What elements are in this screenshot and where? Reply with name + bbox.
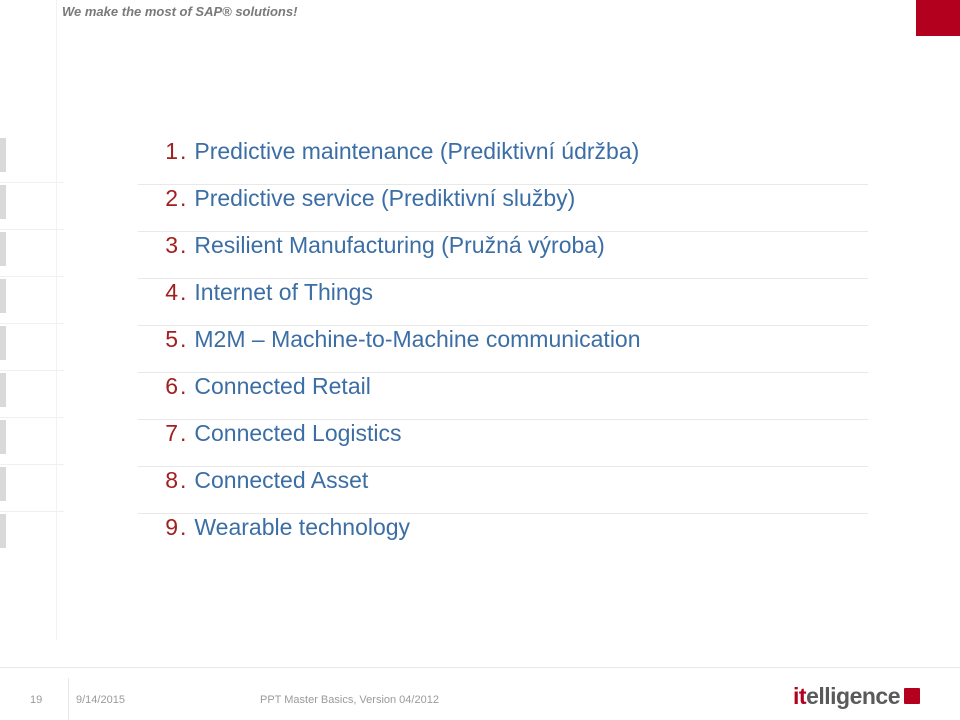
list-item: 4. Internet of Things [138, 279, 868, 326]
item-number: 2 [138, 185, 178, 212]
rail-block [0, 373, 6, 407]
item-number: 6 [138, 373, 178, 400]
item-dot: . [180, 138, 186, 165]
item-label: Connected Logistics [194, 420, 401, 447]
item-label: Connected Retail [194, 373, 370, 400]
rail-hline [0, 229, 64, 230]
footer-bar: 19 9/14/2015 PPT Master Basics, Version … [0, 662, 960, 720]
itelligence-logo: itelligence [793, 683, 920, 710]
list-item: 9. Wearable technology [138, 514, 868, 561]
item-label: Wearable technology [194, 514, 410, 541]
rail-block [0, 514, 6, 548]
item-number: 9 [138, 514, 178, 541]
slide-page: We make the most of SAP® solutions! 1. P… [0, 0, 960, 720]
item-dot: . [180, 373, 186, 400]
rail-block [0, 467, 6, 501]
item-number: 8 [138, 467, 178, 494]
item-number: 3 [138, 232, 178, 259]
item-dot: . [180, 514, 186, 541]
logo-part1: it [793, 683, 806, 710]
left-rail-decoration [0, 0, 50, 720]
rail-hline [0, 370, 64, 371]
item-dot: . [180, 420, 186, 447]
list-item: 1. Predictive maintenance (Prediktivní ú… [138, 138, 868, 185]
list-item: 3. Resilient Manufacturing (Pružná výrob… [138, 232, 868, 279]
item-label: Predictive maintenance (Prediktivní údrž… [194, 138, 639, 165]
item-dot: . [180, 185, 186, 212]
item-dot: . [180, 467, 186, 494]
item-number: 7 [138, 420, 178, 447]
item-number: 4 [138, 279, 178, 306]
item-label: M2M – Machine-to-Machine communication [194, 326, 640, 353]
footer-divider [0, 667, 960, 668]
item-dot: . [180, 232, 186, 259]
numbered-list: 1. Predictive maintenance (Prediktivní ú… [138, 138, 868, 561]
rail-block [0, 138, 6, 172]
rail-block [0, 185, 6, 219]
tagline-text: We make the most of SAP® solutions! [62, 4, 297, 19]
footer-vertical-divider [68, 678, 69, 720]
footer-date: 9/14/2015 [76, 694, 125, 706]
rail-hline [0, 276, 64, 277]
item-label: Predictive service (Prediktivní služby) [194, 185, 575, 212]
rail-hline [0, 464, 64, 465]
rail-hline [0, 511, 64, 512]
item-dot: . [180, 326, 186, 353]
logo-part2: elligence [806, 683, 900, 710]
red-corner-tab [916, 0, 960, 36]
rail-hline [0, 182, 64, 183]
rail-block [0, 279, 6, 313]
list-item: 5. M2M – Machine-to-Machine communicatio… [138, 326, 868, 373]
item-label: Connected Asset [194, 467, 368, 494]
rail-hline [0, 323, 64, 324]
list-item: 6. Connected Retail [138, 373, 868, 420]
list-item: 8. Connected Asset [138, 467, 868, 514]
item-label: Internet of Things [194, 279, 373, 306]
rail-block [0, 326, 6, 360]
rail-block [0, 420, 6, 454]
list-item: 2. Predictive service (Prediktivní služb… [138, 185, 868, 232]
page-number: 19 [30, 694, 42, 706]
vertical-divider-left [56, 0, 57, 640]
logo-square-icon [904, 688, 920, 704]
rail-hline [0, 417, 64, 418]
item-number: 1 [138, 138, 178, 165]
rail-block [0, 232, 6, 266]
footer-version: PPT Master Basics, Version 04/2012 [260, 694, 439, 706]
item-dot: . [180, 279, 186, 306]
top-bar: We make the most of SAP® solutions! [0, 0, 960, 28]
list-item: 7. Connected Logistics [138, 420, 868, 467]
item-number: 5 [138, 326, 178, 353]
item-label: Resilient Manufacturing (Pružná výroba) [194, 232, 604, 259]
